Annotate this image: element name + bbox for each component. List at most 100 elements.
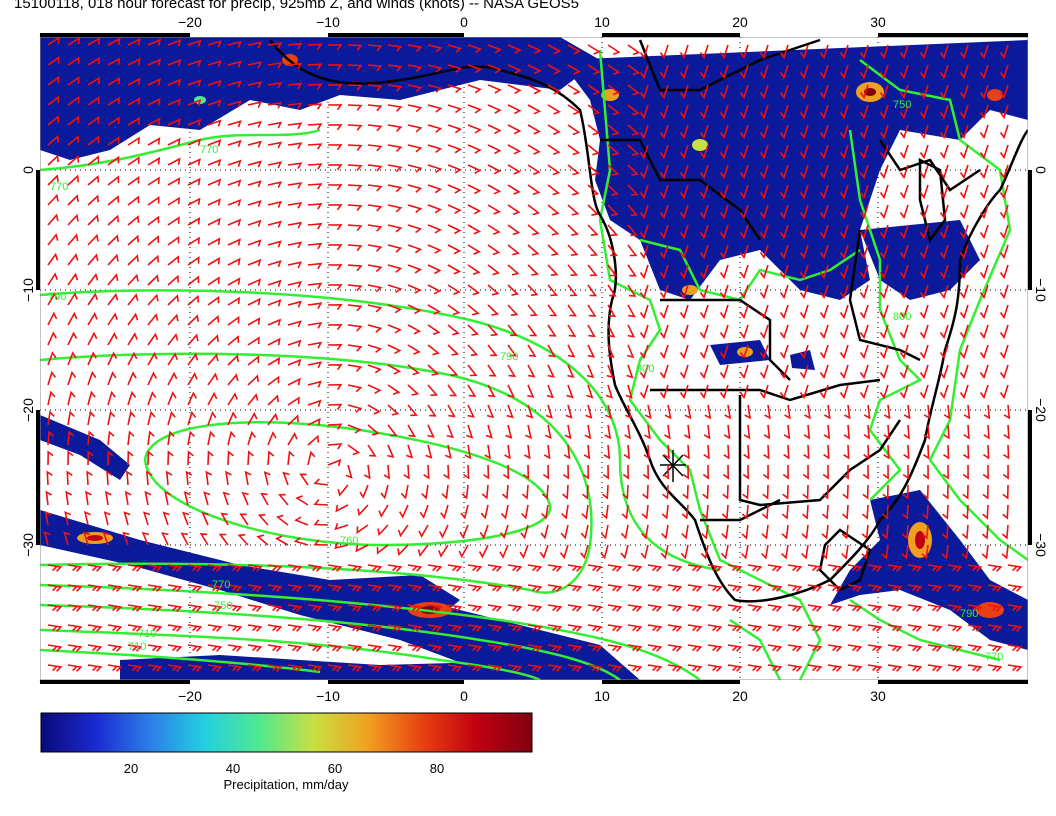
wind-barb xyxy=(699,184,709,200)
wind-barb xyxy=(207,276,220,286)
wind-barb xyxy=(839,184,849,200)
wind-barb xyxy=(247,430,257,446)
wind-barb xyxy=(979,284,989,300)
wind-barb xyxy=(282,471,290,486)
wind-barb xyxy=(438,524,449,539)
x-tick-label: −10 xyxy=(316,688,340,704)
wind-barb xyxy=(567,264,579,277)
wind-barb xyxy=(667,564,683,572)
wind-barb xyxy=(487,624,503,632)
wind-barb xyxy=(247,584,263,592)
wind-barb xyxy=(767,664,783,672)
wind-barb xyxy=(327,303,343,311)
wind-barb xyxy=(879,224,889,240)
wind-barb xyxy=(681,504,689,520)
wind-barb xyxy=(407,84,423,93)
wind-barb xyxy=(879,264,889,280)
wind-barb xyxy=(257,513,269,526)
wind-barb xyxy=(799,204,809,220)
wind-barb xyxy=(47,193,59,206)
wind-barb xyxy=(267,584,283,592)
wind-barb xyxy=(642,464,650,480)
wind-barb xyxy=(939,264,949,280)
wind-barb xyxy=(147,77,161,86)
wind-barb xyxy=(983,444,990,460)
wind-barb xyxy=(587,284,598,297)
wind-barb xyxy=(547,664,563,672)
wind-barb xyxy=(207,353,219,366)
wind-barb xyxy=(823,424,831,440)
wind-barb xyxy=(647,644,663,652)
wind-barb xyxy=(187,624,203,632)
wind-barb xyxy=(567,204,580,216)
wind-barb xyxy=(267,664,283,672)
wind-barb xyxy=(87,194,100,206)
wind-barb xyxy=(263,471,271,486)
wind-barb xyxy=(480,504,489,520)
wind-barb xyxy=(902,484,909,500)
wind-barb xyxy=(527,44,542,55)
wind-barb xyxy=(839,264,849,280)
wind-barb xyxy=(923,444,930,460)
wind-barb xyxy=(387,244,403,253)
wind-barb xyxy=(759,364,769,380)
wind-barb xyxy=(623,444,631,460)
wind-barb xyxy=(247,180,262,188)
wind-barb xyxy=(267,240,282,248)
wind-barb xyxy=(687,564,703,572)
wind-barb xyxy=(781,504,789,520)
wind-barb xyxy=(267,375,280,386)
wind-barb xyxy=(627,264,637,277)
wind-barb xyxy=(600,524,609,540)
wind-barb xyxy=(287,201,303,209)
wind-barb xyxy=(387,124,403,132)
wind-barb xyxy=(901,544,909,560)
wind-barb xyxy=(879,344,889,360)
wind-barb xyxy=(799,344,809,360)
wind-barb xyxy=(899,224,909,240)
wind-barb xyxy=(307,564,323,572)
wind-barb xyxy=(684,424,691,440)
wind-barb xyxy=(899,244,909,260)
wind-barb xyxy=(347,324,363,332)
wind-barb xyxy=(227,373,239,386)
border-bar xyxy=(1028,410,1032,545)
wind-barb xyxy=(919,344,929,360)
wind-barb xyxy=(919,244,929,260)
wind-barb xyxy=(85,490,92,506)
wind-barb xyxy=(519,544,529,559)
wind-barb xyxy=(607,124,620,136)
wind-barb xyxy=(187,256,200,266)
wind-barb xyxy=(887,624,903,632)
wind-barb xyxy=(187,158,201,166)
wind-barb xyxy=(187,604,203,612)
wind-barb xyxy=(127,254,139,266)
wind-barb xyxy=(507,124,522,135)
wind-barb xyxy=(127,97,141,106)
wind-barb xyxy=(821,504,829,520)
wind-barb xyxy=(438,544,449,558)
wind-barb xyxy=(587,204,599,216)
wind-barb xyxy=(639,64,649,80)
wind-barb xyxy=(979,164,989,180)
wind-barb xyxy=(407,244,423,254)
wind-barb xyxy=(827,584,843,592)
wind-barb xyxy=(607,664,623,672)
wind-barb xyxy=(447,224,462,235)
wind-barb xyxy=(367,584,383,592)
wind-barb xyxy=(879,44,889,60)
wind-barb xyxy=(327,144,343,151)
x-tick-label: 10 xyxy=(594,14,610,30)
wind-barb xyxy=(403,464,410,480)
border-bar xyxy=(464,680,602,684)
wind-barb xyxy=(564,424,572,440)
wind-barb xyxy=(107,604,123,612)
wind-barb xyxy=(939,204,949,220)
wind-barb xyxy=(967,584,983,592)
wind-barb xyxy=(484,444,492,460)
wind-barb xyxy=(739,224,749,240)
wind-barb xyxy=(567,364,575,379)
wind-barb xyxy=(307,624,323,632)
wind-barb xyxy=(902,464,909,480)
wind-barb xyxy=(107,57,121,66)
